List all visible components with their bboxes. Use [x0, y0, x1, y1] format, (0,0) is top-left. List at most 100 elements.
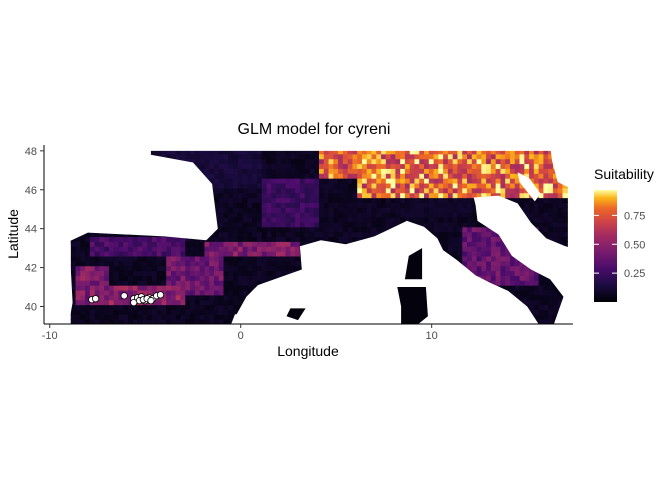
x-tick-label: 10: [426, 330, 438, 342]
raster-cell: [113, 255, 120, 262]
raster-cell: [548, 309, 554, 315]
raster-cell: [266, 148, 272, 155]
raster-cell: [314, 158, 320, 165]
raster-cell: [190, 275, 196, 281]
raster-cell: [276, 260, 282, 267]
raster-cell: [390, 178, 396, 184]
raster-cell: [180, 241, 186, 247]
raster-cell: [280, 246, 287, 252]
raster-cell: [452, 216, 459, 223]
raster-cell: [447, 197, 454, 203]
raster-cell: [538, 309, 544, 315]
raster-cell: [433, 202, 439, 208]
raster-cell: [89, 270, 96, 276]
raster-cell: [80, 294, 86, 301]
raster-cell: [433, 153, 439, 160]
raster-cell: [476, 158, 482, 165]
raster-cell: [495, 158, 502, 165]
raster-cell: [462, 236, 468, 242]
raster-cell: [319, 168, 325, 174]
raster-cell: [323, 221, 330, 228]
raster-cell: [233, 265, 239, 272]
raster-cell: [123, 251, 129, 257]
raster-cell: [166, 241, 172, 247]
raster-cell: [376, 192, 382, 199]
raster-cell: [366, 173, 373, 179]
raster-cell: [218, 309, 225, 315]
raster-cell: [190, 309, 196, 315]
raster-cell: [419, 207, 425, 213]
raster-cell: [209, 158, 215, 165]
raster-cell: [199, 163, 206, 169]
raster-cell: [161, 236, 167, 242]
raster-cell: [256, 153, 263, 160]
raster-cell: [132, 289, 139, 296]
raster-cell: [447, 202, 454, 208]
raster-cell: [237, 182, 244, 189]
raster-cell: [409, 207, 416, 213]
raster-cell: [299, 202, 306, 208]
raster-cell: [519, 299, 525, 306]
raster-cell: [285, 168, 291, 174]
y-tick-label: 44: [25, 224, 37, 236]
raster-cell: [361, 153, 368, 160]
raster-cell: [481, 231, 487, 238]
y-tick-label: 42: [25, 263, 37, 275]
raster-cell: [414, 216, 420, 223]
raster-cell: [552, 299, 559, 306]
raster-cell: [490, 236, 497, 242]
raster-cell: [104, 270, 110, 276]
raster-cell: [328, 207, 334, 213]
raster-cell: [357, 163, 363, 169]
raster-cell: [543, 202, 549, 208]
raster-cell: [171, 304, 177, 310]
raster-cell: [242, 168, 248, 174]
raster-cell: [467, 168, 473, 174]
raster-cell: [199, 314, 206, 320]
raster-cell: [309, 216, 315, 223]
raster-cell: [419, 163, 425, 169]
raster-cell: [438, 173, 444, 179]
raster-cell: [190, 241, 196, 247]
raster-cell: [199, 285, 206, 291]
raster-cell: [414, 192, 420, 199]
raster-cell: [509, 265, 516, 272]
raster-cell: [314, 153, 320, 160]
raster-cell: [552, 192, 559, 199]
raster-cell: [500, 163, 506, 169]
raster-cell: [519, 280, 525, 286]
raster-cell: [261, 163, 268, 169]
raster-cell: [366, 148, 373, 155]
raster-cell: [218, 168, 225, 174]
raster-cell: [514, 148, 521, 155]
raster-cell: [132, 270, 139, 276]
raster-cell: [409, 197, 416, 203]
raster-cell: [562, 192, 568, 199]
raster-cell: [233, 309, 239, 315]
raster-cell: [529, 216, 535, 223]
raster-cell: [385, 178, 392, 184]
raster-cell: [524, 294, 530, 301]
raster-cell: [108, 255, 115, 262]
raster-cell: [366, 226, 373, 233]
raster-cell: [156, 285, 163, 291]
raster-cell: [457, 197, 463, 203]
raster-cell: [495, 280, 502, 286]
raster-cell: [137, 309, 143, 315]
raster-cell: [424, 168, 430, 174]
raster-cell: [438, 163, 444, 169]
raster-cell: [280, 178, 287, 184]
raster-cell: [471, 226, 478, 233]
raster-cell: [342, 163, 349, 169]
raster-cell: [533, 182, 540, 189]
raster-cell: [424, 216, 430, 223]
raster-cell: [319, 226, 325, 233]
raster-cell: [557, 294, 564, 301]
raster-cell: [213, 236, 220, 242]
raster-cell: [328, 163, 334, 169]
raster-cell: [237, 251, 244, 257]
raster-cell: [266, 270, 272, 276]
raster-cell: [180, 270, 186, 276]
raster-cell: [156, 251, 163, 257]
